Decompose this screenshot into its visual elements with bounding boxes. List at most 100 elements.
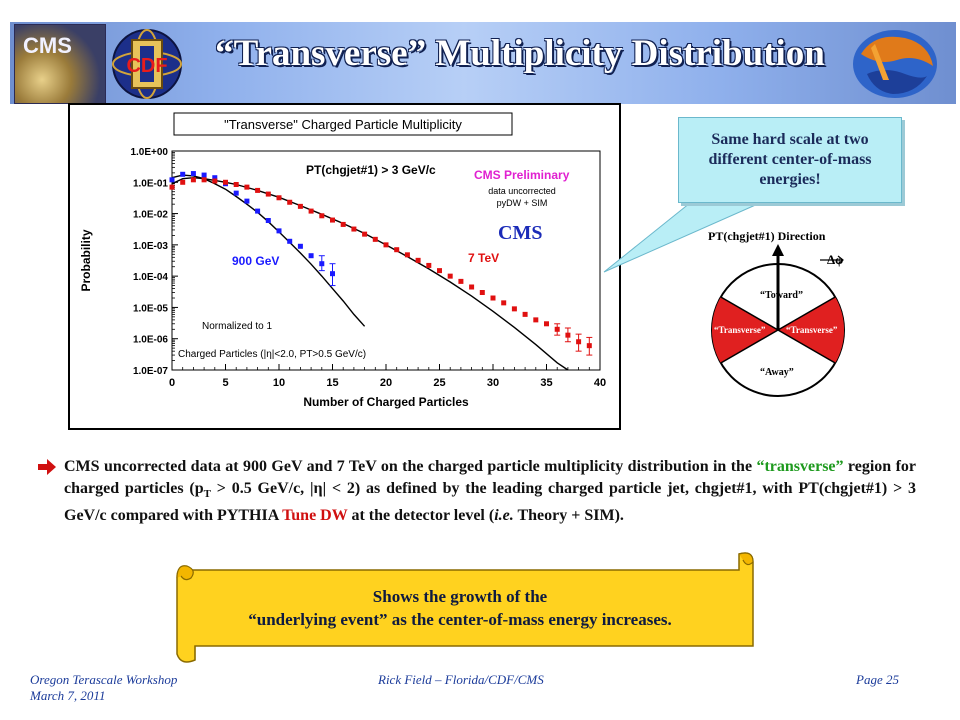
y-tick-label: 1.0E-03	[133, 241, 168, 252]
data-point-7tev	[340, 221, 346, 227]
data-point-900gev	[201, 172, 207, 178]
annotation-uncorrected: data uncorrected	[488, 186, 556, 196]
bullet-part-3: > 0.5 GeV/c, |η| < 2) as defined by the …	[64, 480, 917, 525]
footer-page: Page 25	[856, 672, 899, 687]
y-tick-label: 1.0E+00	[130, 147, 168, 158]
data-point-7tev	[544, 321, 549, 327]
data-point-900gev	[276, 228, 282, 234]
direction-label: PT(chgjet#1) Direction	[708, 229, 826, 243]
data-point-7tev	[372, 236, 378, 242]
data-point-900gev	[255, 208, 261, 214]
data-point-7tev	[415, 257, 421, 263]
data-point-900gev	[265, 218, 271, 224]
bullet-part-1: CMS uncorrected data at 900 GeV and 7 Te…	[64, 458, 757, 475]
uf-logo	[853, 30, 937, 98]
bullet-arrow-icon	[38, 459, 56, 475]
data-point-7tev	[351, 226, 357, 232]
y-tick-label: 1.0E-02	[133, 210, 168, 221]
data-point-7tev	[319, 213, 325, 219]
data-point-7tev	[330, 217, 335, 223]
x-tick-label: 0	[169, 377, 175, 389]
annotation-selection: PT(chgjet#1) > 3 GeV/c	[306, 163, 436, 177]
data-point-900gev	[330, 271, 335, 277]
data-point-7tev	[297, 203, 303, 209]
transverse-right-region	[778, 297, 845, 363]
transverse-left-label: “Transverse”	[714, 325, 766, 335]
y-axis-label: Probability	[79, 229, 93, 291]
callout-text: Same hard scale at two different center-…	[708, 131, 872, 188]
annotation-pydw: pyDW + SIM	[497, 198, 548, 208]
chart-title-box	[173, 112, 513, 136]
y-tick-label: 1.0E-06	[133, 335, 168, 346]
y-tick-label: 1.0E-01	[133, 178, 168, 189]
footer-author: Rick Field – Florida/CDF/CMS	[378, 672, 544, 687]
away-label: “Away”	[760, 367, 794, 378]
data-point-7tev	[447, 273, 453, 279]
cdf-logo-text: CDF	[126, 55, 167, 77]
cdf-logo: CDF	[112, 29, 182, 99]
y-tick-label: 1.0E-07	[133, 366, 168, 377]
y-tick-label: 1.0E-04	[133, 272, 168, 283]
chart-frame: "Transverse" Charged Particle Multiplici…	[68, 103, 621, 430]
bullet-paragraph: CMS uncorrected data at 900 GeV and 7 Te…	[38, 456, 916, 527]
x-axis-label: Number of Charged Particles	[303, 395, 469, 409]
scroll-line-2: “underlying event” as the center-of-mass…	[248, 610, 672, 629]
data-point-7tev	[565, 332, 571, 338]
bullet-part-5: Theory + SIM).	[513, 507, 624, 525]
x-tick-label: 40	[594, 377, 606, 389]
data-point-7tev	[501, 300, 507, 306]
data-point-7tev	[180, 179, 186, 185]
scroll-line-1: Shows the growth of the	[372, 587, 548, 606]
data-point-7tev	[576, 339, 582, 345]
annotation-normalized: Normalized to 1	[202, 321, 272, 332]
data-point-900gev	[319, 261, 325, 267]
data-point-7tev	[169, 184, 175, 190]
data-point-7tev	[308, 208, 314, 214]
data-point-7tev	[223, 179, 228, 185]
scroll-text: Shows the growth of the “underlying even…	[190, 585, 730, 631]
x-tick-label: 10	[273, 377, 285, 389]
annotation-cuts: Charged Particles (|η|<2.0, PT>0.5 GeV/c…	[178, 349, 366, 360]
data-point-7tev	[479, 290, 485, 296]
data-point-7tev	[362, 231, 368, 237]
data-point-7tev	[233, 181, 239, 187]
data-point-7tev	[255, 187, 261, 193]
x-tick-label: 20	[380, 377, 392, 389]
toward-label: “Toward”	[760, 290, 803, 301]
footer-left: Oregon Terascale Workshop March 7, 2011	[30, 672, 177, 704]
data-point-900gev	[297, 243, 303, 249]
dphi-arrowhead	[837, 255, 844, 265]
transverse-left-region	[711, 297, 778, 363]
data-point-7tev	[383, 242, 389, 248]
cms-logo: CMS	[14, 24, 106, 104]
x-tick-label: 35	[540, 377, 552, 389]
data-point-900gev	[212, 175, 218, 181]
bullet-ie: i.e.	[494, 507, 514, 525]
callout-box: Same hard scale at two different center-…	[678, 117, 902, 203]
label-7tev: 7 TeV	[468, 251, 499, 265]
data-point-7tev	[426, 262, 432, 268]
bullet-sub-t: T	[203, 488, 211, 501]
data-point-7tev	[554, 326, 560, 332]
data-point-900gev	[308, 253, 314, 259]
bullet-transverse: “transverse”	[756, 458, 844, 475]
region-diagram: PT(chgjet#1) Direction Δφ “Toward” “Tran…	[708, 229, 845, 397]
data-point-7tev	[469, 284, 475, 290]
data-point-7tev	[586, 343, 592, 349]
label-900gev: 900 GeV	[232, 254, 279, 268]
cms-logo-text: CMS	[23, 33, 72, 58]
data-point-900gev	[233, 190, 239, 196]
footer-date: March 7, 2011	[30, 688, 106, 703]
transverse-right-label: “Transverse”	[786, 325, 838, 335]
data-point-7tev	[533, 317, 539, 323]
data-point-7tev	[212, 178, 218, 184]
data-point-7tev	[265, 191, 271, 197]
data-point-7tev	[201, 177, 207, 183]
x-tick-label: 25	[433, 377, 445, 389]
data-point-7tev	[490, 295, 496, 301]
data-point-7tev	[244, 184, 250, 190]
data-point-7tev	[437, 268, 442, 274]
bullet-part-2: region for charged particles (p	[64, 458, 916, 497]
data-point-7tev	[276, 195, 282, 201]
